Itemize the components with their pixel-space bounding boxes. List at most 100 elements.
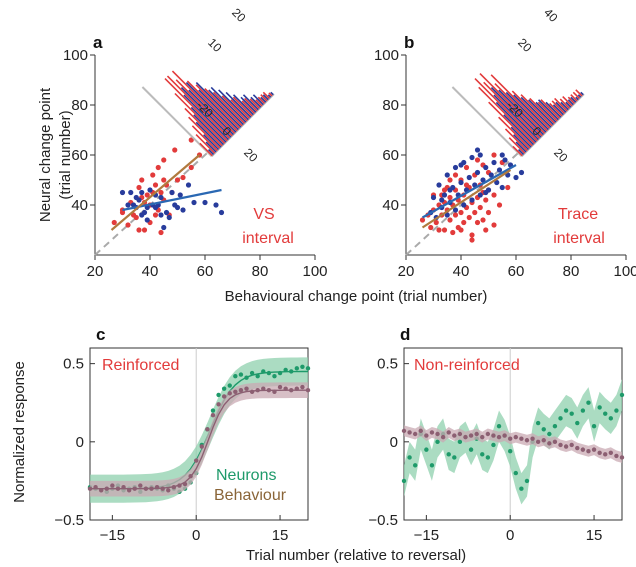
d-point-1-29 bbox=[563, 444, 569, 449]
b-point-red-39 bbox=[483, 197, 489, 203]
b-hist-blue-bar-19 bbox=[565, 101, 572, 108]
d-point-0-5 bbox=[429, 463, 435, 468]
a-point-red-18 bbox=[155, 164, 161, 171]
b-hist-blue-bar-18 bbox=[560, 101, 569, 111]
b-point-red-22 bbox=[461, 219, 467, 226]
c-fit-curve-1 bbox=[90, 389, 308, 490]
c-point-1-9 bbox=[138, 483, 143, 488]
c-point-0-28 bbox=[244, 375, 249, 380]
a-hist-blue-bar-5 bbox=[190, 106, 227, 143]
d-point-0-4 bbox=[424, 447, 429, 452]
d-point-0-10 bbox=[457, 439, 463, 445]
a-hist-red-bar-21 bbox=[257, 96, 266, 105]
d-point-1-38 bbox=[614, 453, 619, 459]
a-point-red-21 bbox=[158, 189, 164, 196]
d-point-1-5 bbox=[429, 430, 435, 435]
b-hist-red-bar-17 bbox=[551, 100, 566, 114]
d-point-0-27 bbox=[552, 423, 558, 429]
a-point-blue-9 bbox=[144, 217, 150, 223]
c-point-0-37 bbox=[294, 366, 300, 371]
c-point-1-19 bbox=[194, 458, 199, 463]
b-inset-histogram bbox=[451, 73, 585, 157]
d-point-0-31 bbox=[575, 420, 580, 426]
d-point-1-35 bbox=[597, 450, 602, 455]
a-y-tick-label-3: 100 bbox=[63, 47, 88, 64]
d-point-1-31 bbox=[575, 445, 580, 451]
b-point-blue-35 bbox=[513, 174, 519, 181]
b-point-red-33 bbox=[474, 219, 481, 226]
b-point-blue-31 bbox=[499, 184, 505, 191]
c-point-1-10 bbox=[143, 486, 149, 491]
b-point-blue-24 bbox=[480, 177, 486, 183]
d-point-0-1 bbox=[407, 455, 412, 460]
d-point-1-23 bbox=[530, 436, 535, 441]
b-hist-blue-bar-24 bbox=[580, 91, 584, 96]
d-point-1-34 bbox=[591, 447, 597, 452]
a-y-tick-label-0: 40 bbox=[71, 197, 88, 214]
c-point-1-13 bbox=[160, 486, 165, 491]
c-point-0-30 bbox=[255, 373, 260, 379]
d-x-tick-label-1: 0 bbox=[506, 527, 514, 544]
d-point-1-13 bbox=[474, 431, 479, 437]
b-y-tick-label-1: 60 bbox=[382, 147, 399, 164]
c-point-1-35 bbox=[283, 386, 288, 391]
a-hist-red-bar-24 bbox=[268, 92, 273, 97]
b-point-red-12 bbox=[447, 217, 453, 223]
b-point-blue-19 bbox=[469, 154, 475, 161]
d-point-1-27 bbox=[552, 439, 558, 445]
panel-b: b Trace interval 20 40 60 80 100 40 60 80 100 20… bbox=[374, 5, 636, 280]
d-point-0-22 bbox=[524, 478, 530, 484]
a-hist-blue-bar-13 bbox=[210, 86, 247, 123]
a-hist-blue-bar-3 bbox=[195, 121, 222, 148]
a-hist-red-bar-3 bbox=[188, 116, 221, 149]
a-x-tick-label-3: 80 bbox=[252, 263, 269, 280]
a-hist-count-tick-1: 20 bbox=[229, 5, 249, 25]
b-point-blue-38 bbox=[458, 162, 464, 168]
b-point-blue-17 bbox=[466, 174, 472, 181]
d-point-1-37 bbox=[608, 450, 614, 455]
d-point-1-9 bbox=[452, 433, 457, 438]
d-point-1-3 bbox=[418, 428, 423, 434]
a-point-blue-28 bbox=[158, 194, 164, 201]
b-hist-base bbox=[521, 93, 585, 157]
c-point-1-34 bbox=[277, 384, 283, 390]
b-hist-red-bar-19 bbox=[559, 98, 571, 109]
d-point-1-19 bbox=[508, 436, 513, 441]
b-hist-red-bar-1 bbox=[508, 137, 526, 154]
c-point-1-17 bbox=[182, 481, 188, 487]
b-hist-red-bar-8 bbox=[479, 73, 543, 137]
d-point-0-30 bbox=[569, 411, 574, 416]
b-hist-red-bar-20 bbox=[562, 96, 573, 107]
top-y-label-line1: Neural change point bbox=[37, 87, 54, 222]
b-point-red-41 bbox=[485, 209, 492, 216]
b-point-blue-13 bbox=[458, 179, 464, 186]
c-point-1-6 bbox=[121, 484, 126, 490]
a-point-red-33 bbox=[161, 177, 167, 183]
d-point-1-14 bbox=[480, 434, 485, 440]
c-x-tick-label-2: 15 bbox=[272, 527, 289, 544]
d-point-0-17 bbox=[496, 423, 502, 429]
a-hist-red-bar-22 bbox=[260, 94, 268, 102]
d-point-1-32 bbox=[580, 447, 586, 452]
b-hist-red-bar-4 bbox=[488, 101, 533, 147]
a-hist-blue-bar-18 bbox=[242, 94, 259, 111]
b-point-red-56 bbox=[463, 182, 470, 188]
b-hist-red-bar-5 bbox=[478, 86, 536, 144]
a-hist-red-bar-20 bbox=[255, 99, 263, 107]
c-point-1-12 bbox=[154, 484, 160, 490]
b-hist-blue-bar-22 bbox=[575, 96, 579, 101]
c-point-1-26 bbox=[233, 389, 238, 394]
d-point-0-19 bbox=[508, 449, 513, 454]
b-point-red-13 bbox=[447, 194, 453, 201]
b-hist-red-bar-9 bbox=[494, 82, 546, 134]
legend-neurons: Neurons bbox=[216, 467, 276, 484]
panel-d-annotation: Non-reinforced bbox=[414, 357, 520, 374]
b-point-blue-18 bbox=[469, 197, 475, 203]
c-point-1-15 bbox=[171, 484, 177, 490]
c-point-1-3 bbox=[104, 486, 109, 491]
a-hist-red-bar-8 bbox=[175, 79, 233, 137]
c-point-1-38 bbox=[300, 384, 305, 390]
d-point-0-33 bbox=[586, 400, 591, 405]
a-hist-red-bar-5 bbox=[174, 92, 226, 144]
c-point-0-32 bbox=[266, 370, 272, 376]
